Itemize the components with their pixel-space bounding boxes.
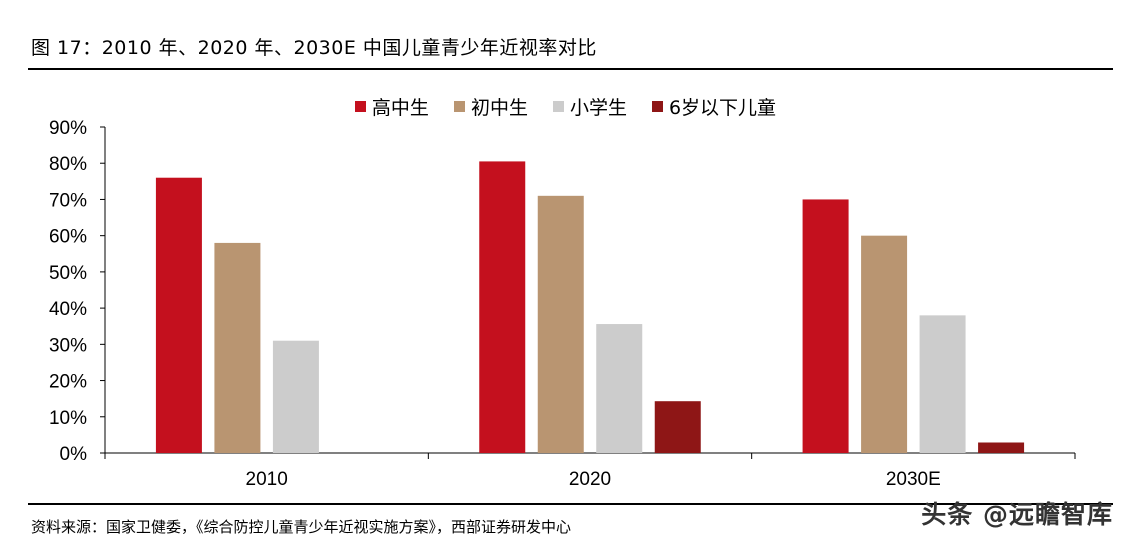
- y-tick-label: 60%: [49, 227, 87, 248]
- y-tick-label: 0%: [60, 444, 88, 465]
- bar: [596, 324, 643, 453]
- source-note: 资料来源：国家卫健委，《综合防控儿童青少年近视实施方案》，西部证券研发中心: [31, 518, 572, 536]
- legend-swatch: [651, 101, 663, 112]
- legend: 高中生 初中生 小学生 6岁以下儿童: [0, 93, 1131, 120]
- chart-title: 图 17：2010 年、2020 年、2030E 中国儿童青少年近视率对比: [31, 37, 597, 59]
- legend-swatch: [453, 101, 465, 112]
- x-tick-label: 2010: [246, 469, 288, 490]
- y-tick-label: 80%: [49, 154, 87, 175]
- y-tick-label: 70%: [49, 190, 87, 211]
- legend-swatch: [354, 101, 366, 112]
- bar: [654, 401, 701, 453]
- bar: [537, 195, 584, 454]
- y-tick-label: 40%: [49, 299, 87, 320]
- source-rule: [28, 503, 1113, 505]
- y-tick-label: 10%: [49, 408, 87, 429]
- legend-label: 小学生: [569, 97, 627, 119]
- watermark: 头条 @远瞻智库: [921, 500, 1113, 529]
- y-tick-label: 90%: [49, 118, 87, 139]
- legend-label: 初中生: [470, 97, 528, 119]
- bar: [802, 199, 849, 453]
- title-rule: [28, 68, 1113, 70]
- bar-chart: 0% 10% 20% 30% 40% 50% 60% 70% 80% 90% 2010 2020 203…: [49, 118, 1076, 490]
- x-tick-label: 2020: [569, 469, 611, 490]
- legend-item: 6岁以下儿童: [651, 93, 777, 120]
- y-tick-label: 20%: [49, 372, 87, 393]
- bar: [155, 177, 202, 453]
- bar: [214, 242, 261, 453]
- legend-label: 高中生: [371, 97, 429, 119]
- bar: [479, 161, 526, 453]
- y-tick-label: 30%: [49, 335, 87, 356]
- legend-label: 6岁以下儿童: [668, 97, 777, 119]
- x-tick-label: 2030E: [886, 469, 941, 490]
- bar: [272, 340, 319, 453]
- legend-swatch: [552, 101, 564, 112]
- legend-item: 小学生: [552, 93, 627, 120]
- y-tick-label: 50%: [49, 263, 87, 284]
- legend-item: 高中生: [354, 93, 429, 120]
- bar: [861, 235, 908, 453]
- bar: [919, 315, 966, 453]
- bar: [978, 442, 1025, 453]
- legend-item: 初中生: [453, 93, 528, 120]
